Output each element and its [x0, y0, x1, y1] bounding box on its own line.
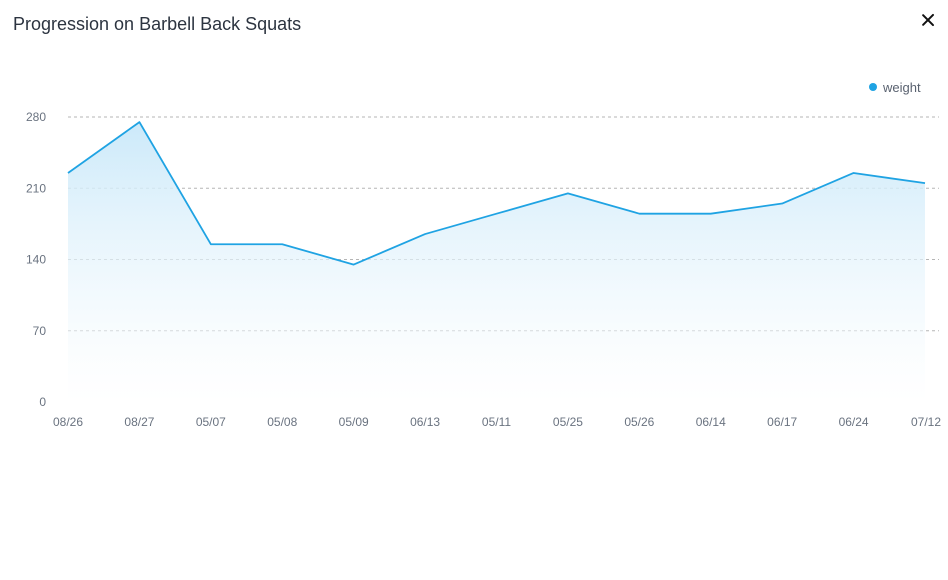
x-tick-label: 06/13 — [410, 415, 440, 429]
y-tick-label: 70 — [33, 324, 47, 338]
legend-label-weight[interactable]: weight — [882, 80, 921, 95]
x-tick-label: 05/26 — [624, 415, 654, 429]
x-tick-label: 05/07 — [196, 415, 226, 429]
legend-marker-weight — [869, 83, 877, 91]
x-tick-label: 08/26 — [53, 415, 83, 429]
x-tick-label: 08/27 — [124, 415, 154, 429]
x-tick-label: 05/09 — [339, 415, 369, 429]
x-tick-label: 07/12 — [911, 415, 941, 429]
x-tick-label: 05/08 — [267, 415, 297, 429]
series-line-weight[interactable] — [67, 121, 926, 266]
series-area-weight — [68, 122, 925, 402]
y-tick-label: 210 — [26, 181, 46, 195]
x-tick-label: 06/14 — [696, 415, 726, 429]
y-tick-label: 140 — [26, 253, 46, 267]
x-tick-label: 06/24 — [839, 415, 869, 429]
x-tick-label: 05/11 — [482, 415, 511, 429]
x-tick-label: 06/17 — [767, 415, 797, 429]
y-tick-label: 280 — [26, 110, 46, 124]
y-tick-label: 0 — [39, 395, 46, 409]
dialog-title: Progression on Barbell Back Squats — [13, 14, 302, 34]
x-tick-label: 05/25 — [553, 415, 583, 429]
